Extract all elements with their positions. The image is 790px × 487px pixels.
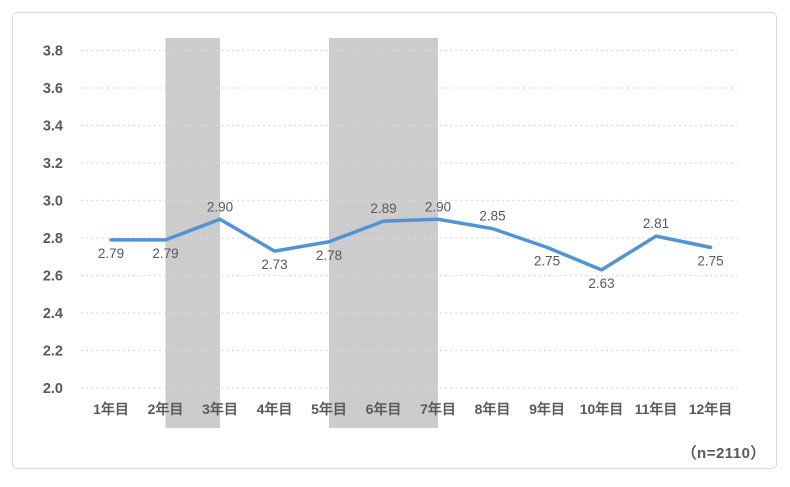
- y-tick-label: 2.8: [43, 231, 63, 247]
- data-point-label: 2.79: [98, 246, 124, 261]
- y-tick-label: 3.6: [43, 81, 63, 97]
- y-tick-label: 3.2: [43, 156, 63, 172]
- data-point-label: 2.73: [261, 257, 287, 272]
- x-tick-label: 12年目: [689, 401, 733, 417]
- y-tick-label: 3.8: [43, 44, 63, 60]
- y-tick-label: 2.6: [43, 269, 63, 285]
- y-tick-label: 3.0: [43, 194, 63, 210]
- y-tick-label: 2.4: [43, 306, 63, 322]
- highlight-band: [329, 38, 438, 428]
- x-tick-label: 10年目: [580, 401, 624, 417]
- x-tick-label: 1年目: [93, 401, 129, 417]
- x-tick-label: 11年目: [635, 401, 678, 417]
- data-point-label: 2.90: [425, 199, 451, 214]
- x-tick-label: 7年目: [420, 401, 456, 417]
- sample-size-annotation: （n=2110）: [681, 445, 766, 462]
- x-tick-label: 3年目: [202, 401, 238, 417]
- data-point-label: 2.63: [588, 276, 614, 291]
- data-point-label: 2.79: [152, 246, 178, 261]
- data-point-label: 2.78: [316, 248, 342, 263]
- data-point-label: 2.75: [534, 253, 560, 268]
- x-tick-label: 5年目: [311, 401, 347, 417]
- highlight-band: [165, 38, 220, 428]
- data-point-label: 2.85: [479, 209, 505, 224]
- data-point-label: 2.90: [207, 199, 233, 214]
- x-tick-label: 9年目: [529, 401, 565, 417]
- data-point-label: 2.75: [697, 253, 723, 268]
- data-point-label: 2.81: [643, 216, 669, 231]
- line-chart: 2.0 2.2 2.4 2.6 2.8 3.0 3.2 3.4 3.6 3.8 1年目 2年目 3年目 4…: [43, 38, 737, 428]
- y-tick-label: 2.0: [43, 381, 63, 397]
- line-series: [109, 217, 713, 272]
- data-point-label: 2.89: [370, 201, 396, 216]
- y-tick-label: 2.2: [43, 344, 63, 360]
- x-tick-label: 6年目: [366, 401, 402, 417]
- chart-card: 2.0 2.2 2.4 2.6 2.8 3.0 3.2 3.4 3.6 3.8 1年目 2年目 3年目 4…: [12, 12, 777, 469]
- x-tick-label: 8年目: [475, 401, 511, 417]
- x-tick-label: 2年目: [148, 401, 184, 417]
- x-tick-label: 4年目: [257, 401, 293, 417]
- y-tick-label: 3.4: [43, 119, 63, 135]
